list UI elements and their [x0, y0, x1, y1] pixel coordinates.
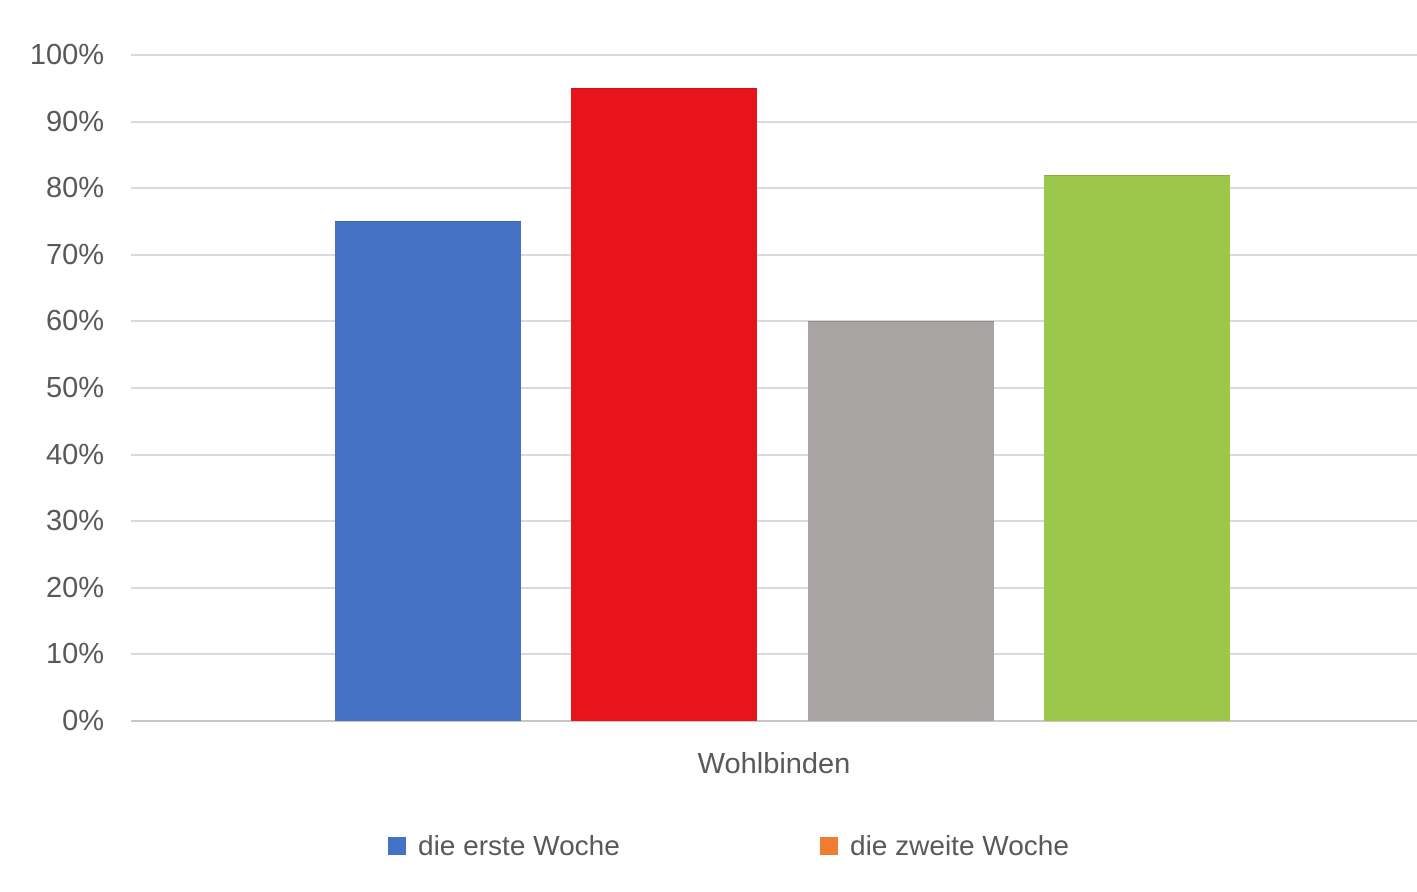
- gridline: [131, 653, 1417, 656]
- y-axis-tick-label: 20%: [45, 571, 104, 604]
- bar-2: [808, 321, 994, 721]
- gridline: [131, 54, 1417, 56]
- legend-swatch-icon: [388, 837, 406, 855]
- y-axis-tick-label: 0%: [62, 705, 104, 737]
- gridline: [131, 387, 1417, 389]
- y-axis-tick-label: 30%: [45, 505, 104, 538]
- bar-3: [1044, 175, 1230, 721]
- y-axis-tick-label: 70%: [45, 238, 104, 271]
- legend-label: die erste Woche: [418, 830, 620, 861]
- legend-item: die zweite Woche: [820, 830, 1069, 862]
- y-axis: 0% 10% 20% 30% 40% 50% 60% 70% 80% 90% 100%: [0, 39, 104, 737]
- legend-label: die zweite Woche: [850, 830, 1069, 861]
- gridline: [131, 253, 1417, 256]
- gridline: [131, 520, 1417, 523]
- legend-item: die erste Woche: [388, 830, 620, 862]
- gridline: [131, 120, 1417, 123]
- gridline: [131, 187, 1417, 190]
- gridline: [131, 453, 1417, 456]
- legend: die erste Woche die zweite Woche: [0, 830, 1417, 874]
- category-label: Wohlbinden: [697, 748, 851, 780]
- gridline: [131, 320, 1417, 323]
- legend-swatch-icon: [820, 837, 838, 855]
- plot-area: [131, 54, 1417, 722]
- y-axis-tick-label: 100%: [29, 39, 104, 71]
- bar-0: [335, 221, 521, 721]
- y-axis-tick-label: 90%: [45, 105, 104, 138]
- y-axis-tick-label: 80%: [45, 172, 104, 205]
- bar-1: [571, 88, 757, 721]
- y-axis-tick-label: 40%: [45, 438, 104, 471]
- y-axis-tick-label: 60%: [45, 305, 104, 338]
- y-axis-tick-label: 50%: [45, 372, 104, 404]
- y-axis-tick-label: 10%: [45, 638, 104, 671]
- x-axis-baseline: [131, 720, 1417, 722]
- gridline: [131, 586, 1417, 589]
